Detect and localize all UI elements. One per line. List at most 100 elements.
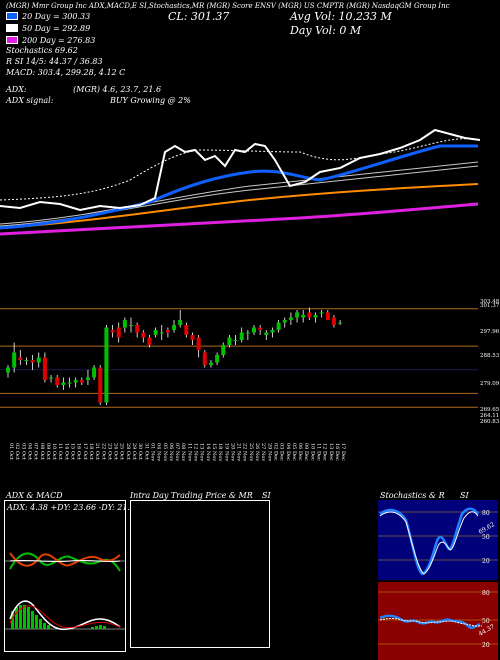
date-tick-label: 08 Nov: [180, 443, 186, 461]
candle-down: [307, 312, 312, 318]
date-tick-label: 07 Oct: [33, 443, 39, 460]
macd-signal-line: [9, 605, 121, 628]
candle-up: [301, 315, 306, 318]
date-tick-label: 05 Dec: [291, 443, 297, 461]
date-tick-label: 28 Oct: [125, 443, 131, 460]
candle-up: [6, 367, 10, 373]
ma200-swatch: [6, 36, 18, 44]
date-tick-label: 06 Nov: [168, 443, 174, 461]
date-tick-label: 25 Nov: [248, 443, 254, 461]
date-tick-label: 07 Nov: [174, 443, 180, 461]
ma10-dotted-line: [0, 138, 481, 201]
ma20-row: 20 Day = 300.33: [6, 10, 191, 22]
candle-up: [227, 337, 232, 345]
candle-up: [24, 360, 29, 361]
date-tick-label: 13 Dec: [328, 443, 334, 461]
candle-up: [282, 320, 287, 323]
ma200-line: [0, 202, 479, 236]
ma50-swatch: [6, 24, 18, 32]
date-tick-label: 11 Dec: [316, 443, 322, 461]
minus-dy-line: [9, 552, 121, 567]
plus-dy-line: [9, 552, 121, 572]
date-tick-label: 04 Nov: [156, 443, 162, 461]
date-tick-label: 18 Oct: [88, 443, 94, 460]
macd-label: MACD: 303.4, 299.28, 4.12 C: [6, 68, 126, 77]
intraday-si-label: SI: [262, 491, 271, 500]
candle-down: [325, 312, 330, 320]
date-tick-label: 01 Oct: [8, 443, 14, 460]
date-tick-label: 10 Dec: [309, 443, 315, 461]
price-tick-label: 279.09: [480, 381, 500, 387]
candle-up: [252, 327, 256, 333]
candle-up: [159, 332, 164, 334]
rsi-tick-50: 50: [482, 618, 490, 625]
adx-macd-plot: [5, 552, 125, 631]
rsi-label: R SI 14/5: 44.37 / 36.83: [6, 57, 103, 66]
price-tick-label: 303.48: [480, 299, 500, 305]
date-tick-label: 27 Nov: [260, 443, 266, 461]
date-tick-label: 02 Dec: [272, 443, 278, 461]
date-tick-label: 05 Nov: [162, 443, 168, 461]
candle-down: [147, 337, 152, 345]
date-tick-label: 29 Oct: [131, 443, 137, 460]
candle-up: [288, 317, 293, 320]
date-tick-label: 12 Dec: [322, 443, 328, 461]
stoch-k-line: [379, 507, 480, 576]
macd-line: [9, 600, 121, 631]
close-label: CL: 301.37: [168, 10, 230, 23]
candle-down: [116, 327, 121, 338]
candle-up: [122, 320, 127, 328]
date-tick-label: 18 Nov: [217, 443, 223, 461]
adx-line: [9, 559, 121, 563]
date-tick-label: 14 Nov: [205, 443, 211, 461]
date-tick-label: 15 Nov: [211, 443, 217, 461]
date-tick-label: 24 Oct: [113, 443, 119, 460]
candle-down: [55, 377, 60, 385]
price-tick-label: 297.96: [480, 329, 500, 335]
adx-signal-label: ADX signal:: [6, 96, 54, 105]
candle-up: [49, 377, 54, 379]
price-tick-label: 260.83: [480, 419, 500, 425]
stoch-tick-80: 80: [482, 510, 490, 517]
candle-up: [104, 327, 109, 403]
candle-up: [208, 362, 213, 365]
candle-up: [73, 380, 78, 383]
candle-down: [110, 330, 115, 333]
date-tick-label: 30 Oct: [137, 443, 143, 460]
date-tick-label: 20 Nov: [229, 443, 235, 461]
date-tick-label: 04 Dec: [285, 443, 291, 461]
adx-signal-value: BUY Growing @ 2%: [109, 96, 191, 105]
rsi-panel: 80 50 20 44.37: [378, 582, 498, 660]
candle-up: [178, 320, 183, 325]
candle-down: [30, 360, 35, 363]
date-tick-label: 21 Oct: [94, 443, 100, 460]
candle-up: [221, 345, 226, 355]
price-tick-label: 269.65: [480, 407, 500, 413]
candle-down: [141, 332, 146, 338]
candle-up: [233, 340, 238, 341]
date-tick-label: 09 Oct: [45, 443, 51, 460]
date-tick-label: 25 Oct: [119, 443, 125, 460]
candle-up: [129, 325, 133, 326]
price-tick-label: 301.37: [480, 303, 500, 309]
price-line: [0, 128, 481, 212]
date-tick-label: 19 Nov: [223, 443, 229, 461]
candle-up: [172, 325, 177, 330]
date-tick-label: 16 Dec: [334, 443, 340, 461]
date-tick-label: 22 Oct: [100, 443, 106, 460]
candle-down: [258, 327, 263, 330]
date-tick-label: 03 Oct: [20, 443, 26, 460]
stoch-tick-20: 20: [482, 558, 490, 565]
candle-down: [98, 367, 103, 403]
candle-down: [79, 380, 84, 383]
ma20-line: [0, 144, 478, 230]
candle-up: [85, 377, 90, 380]
ma50-label: 50 Day = 292.89: [22, 23, 91, 33]
stochastics-label: Stochastics 69.62: [6, 46, 78, 55]
candle-up: [67, 382, 72, 384]
candle-up: [338, 322, 343, 324]
date-tick-label: 12 Nov: [193, 443, 199, 461]
date-tick-label: 31 Oct: [143, 443, 149, 460]
ma200-row: 200 Day = 276.83: [6, 34, 191, 46]
ma20-swatch: [6, 12, 18, 20]
